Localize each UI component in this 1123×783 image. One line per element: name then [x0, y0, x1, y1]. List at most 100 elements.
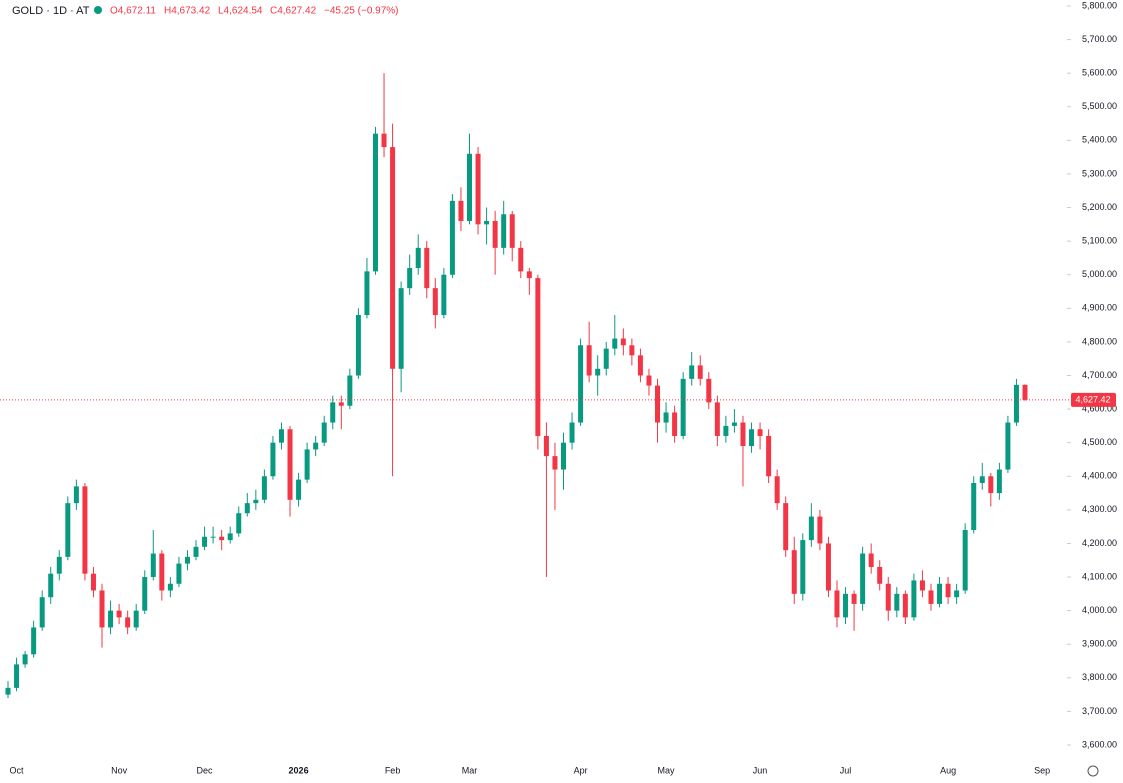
y-tick-label: 4,600.00: [1082, 403, 1117, 413]
candle-body: [783, 503, 789, 551]
open-label: O4,672.11: [110, 6, 156, 17]
candle-body: [227, 533, 233, 541]
candle-body: [244, 503, 250, 514]
candle-body: [484, 220, 490, 225]
candle-body: [236, 513, 242, 534]
candle-body: [808, 516, 814, 541]
y-tick-label: 5,800.00: [1082, 0, 1117, 10]
candle-body: [133, 610, 139, 628]
candle-body: [99, 590, 105, 628]
candle-body: [1022, 384, 1028, 400]
candle-body: [817, 516, 823, 544]
candle-body: [740, 422, 746, 447]
candle-body: [424, 247, 430, 289]
candle-body: [979, 476, 985, 483]
symbol: GOLD · 1D · AT: [12, 5, 90, 17]
candle-body: [432, 288, 438, 316]
candle-body: [492, 220, 498, 248]
low-label: L4,624.54: [218, 6, 263, 17]
candle-body: [304, 449, 310, 480]
candle-body: [603, 348, 609, 369]
y-tick-label: 3,900.00: [1082, 639, 1117, 649]
x-tick-label: May: [658, 765, 676, 775]
candle-body: [372, 133, 378, 272]
candle-body: [390, 147, 396, 369]
candle-body: [543, 435, 549, 457]
candle-body: [415, 247, 421, 269]
candle-body: [595, 368, 601, 376]
candle-body: [954, 590, 960, 598]
candle-body: [851, 593, 857, 604]
candle-body: [347, 375, 353, 406]
candle-body: [509, 214, 515, 248]
candle-body: [296, 479, 302, 500]
candle-body: [706, 378, 712, 403]
candle-body: [90, 573, 96, 591]
candle-body: [774, 476, 780, 504]
candle-body: [766, 435, 772, 477]
candle-body: [996, 469, 1002, 494]
candle-body: [689, 365, 695, 379]
candle-body: [714, 402, 720, 436]
candle-body: [338, 402, 344, 406]
candle-body: [723, 425, 729, 436]
candle-body: [381, 133, 387, 148]
y-tick-label: 4,800.00: [1082, 336, 1117, 346]
y-tick-label: 5,100.00: [1082, 236, 1117, 246]
candle-body: [885, 583, 891, 611]
candle-body: [184, 556, 190, 564]
y-tick-label: 4,700.00: [1082, 370, 1117, 380]
candle-body: [65, 503, 71, 557]
last-price-tag: [1071, 392, 1116, 407]
y-tick-label: 4,500.00: [1082, 437, 1117, 447]
x-tick-label: Dec: [197, 765, 214, 775]
candle-body: [193, 546, 199, 557]
settings-icon[interactable]: [1087, 765, 1099, 777]
candle-body: [749, 429, 755, 447]
candle-body: [449, 200, 455, 275]
candle-body: [902, 593, 908, 618]
y-tick-label: 5,200.00: [1082, 202, 1117, 212]
candle-body: [475, 153, 481, 225]
candle-body: [868, 553, 874, 567]
y-tick-label: 5,700.00: [1082, 34, 1117, 44]
x-tick-label: Jun: [753, 765, 768, 775]
candle-body: [142, 577, 148, 611]
candle-body: [919, 580, 925, 591]
candle-body: [313, 442, 319, 450]
candle-body: [731, 422, 737, 426]
candle-body: [5, 687, 11, 695]
y-tick-label: 4,100.00: [1082, 571, 1117, 581]
y-tick-label: 4,900.00: [1082, 303, 1117, 313]
candle-body: [894, 593, 900, 611]
x-tick-label: 2026: [289, 765, 309, 775]
candle-body: [39, 597, 45, 628]
candle-body: [270, 442, 276, 477]
candle-body: [364, 271, 370, 316]
x-tick-label: Mar: [462, 765, 478, 775]
y-tick-label: 4,400.00: [1082, 471, 1117, 481]
candle-body: [552, 456, 558, 470]
candle-body: [176, 563, 182, 584]
candle-body: [278, 429, 284, 443]
x-tick-label: Aug: [940, 765, 956, 775]
x-tick-label: Apr: [574, 765, 588, 775]
candle-body: [441, 274, 447, 316]
candle-body: [637, 355, 643, 376]
candle-body: [287, 429, 293, 500]
candle-body: [330, 402, 336, 423]
y-tick-label: 5,300.00: [1082, 168, 1117, 178]
candle-body: [56, 556, 62, 574]
candle-body: [655, 385, 661, 423]
candle-body: [620, 338, 626, 346]
candle-body: [928, 590, 934, 604]
candle-body: [697, 365, 703, 379]
change-label: −45.25 (−0.97%): [324, 6, 399, 17]
candle-body: [73, 486, 79, 504]
candle-body: [22, 654, 28, 665]
candle-body: [612, 338, 618, 349]
close-label: C4,627.42: [270, 6, 317, 17]
candle-body: [860, 553, 866, 604]
x-tick-label: Nov: [111, 765, 128, 775]
